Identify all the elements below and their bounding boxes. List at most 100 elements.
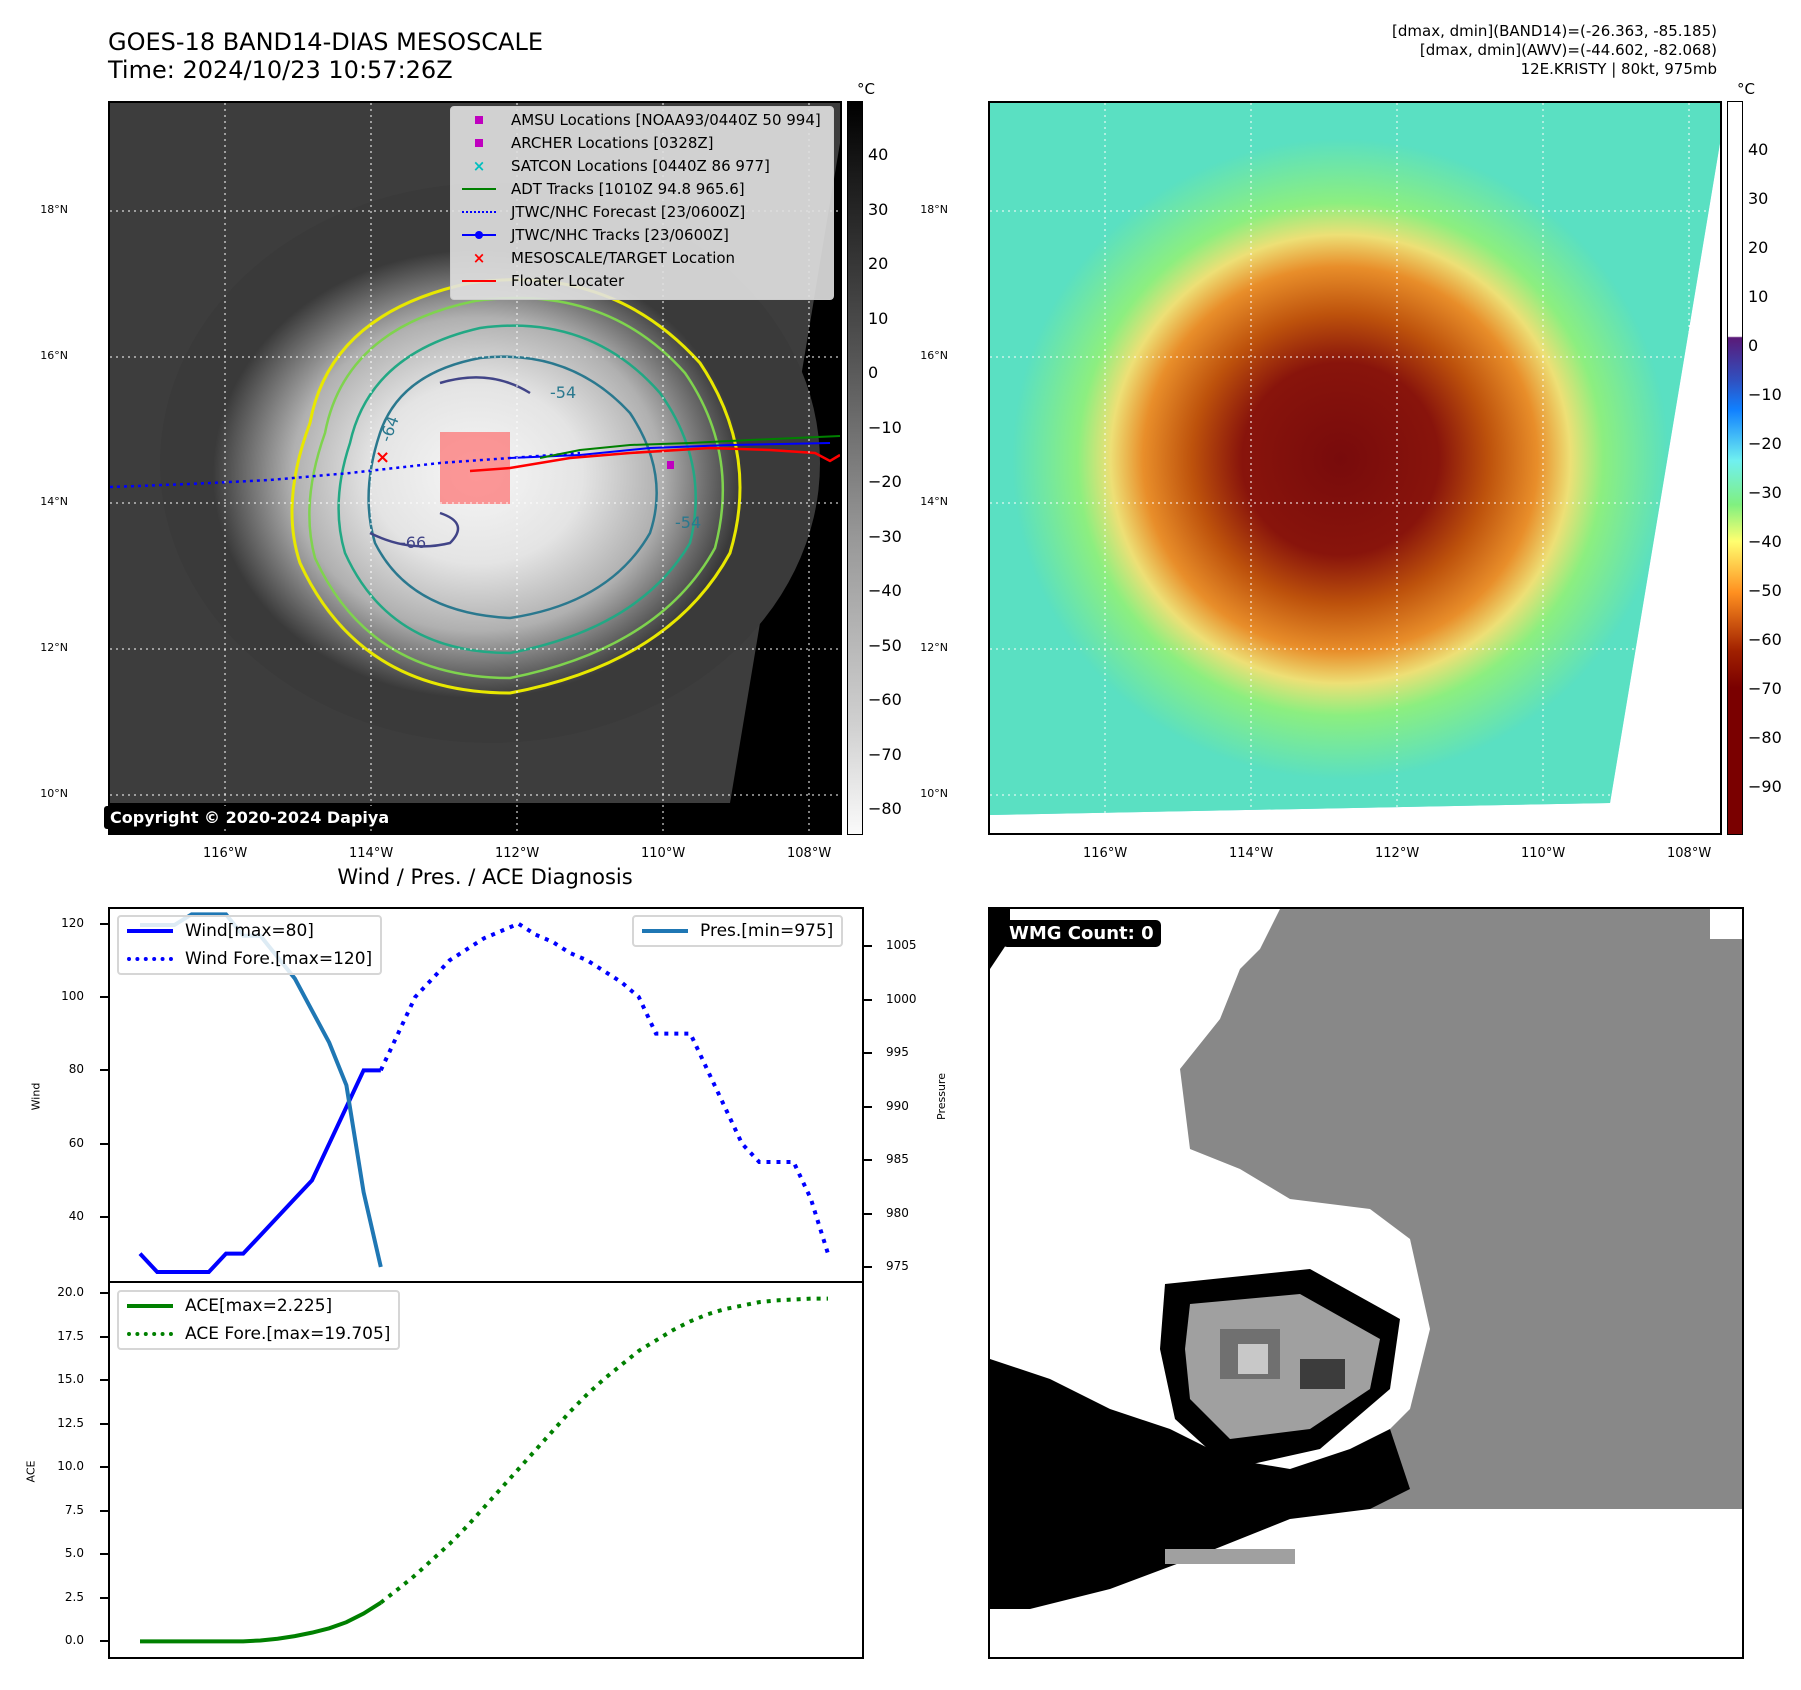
colorbar-tick-label: −30 [868, 526, 902, 546]
lon-label: 112°W [1375, 846, 1420, 861]
target-location-marker: × [375, 447, 390, 468]
legend-item-floater: Floater Locater [459, 270, 624, 292]
contour-blue [367, 355, 658, 620]
contour-teal [337, 324, 697, 655]
ace-ytick-mark [100, 1379, 108, 1382]
solid-line-icon [462, 280, 496, 282]
ace-ytick-label: 20.0 [57, 1285, 84, 1300]
wind-ytick-label: 80 [68, 1062, 84, 1077]
adt-track [539, 435, 840, 459]
title-product: GOES-18 BAND14-DIAS MESOSCALE [108, 28, 544, 56]
wind-forecast-series-line [378, 921, 830, 1255]
colorbar-tick-label: 10 [1748, 287, 1769, 306]
ace-axis-label: ACE [24, 1460, 38, 1483]
legend-pressure: Pres.[min=975] [634, 917, 841, 945]
legend-item-satcon: × SATCON Locations [0440Z 86 977] [472, 157, 770, 175]
colorbar-tick-label: 20 [868, 254, 889, 273]
lat-label: 12°N [40, 641, 68, 654]
x-marker-icon: × [472, 249, 486, 267]
title-time: Time: 2024/10/23 10:57:26Z [108, 56, 453, 84]
ace-plot [140, 1296, 829, 1644]
colorbar-tick-label: −90 [1748, 777, 1782, 796]
info-band14-range: [dmax, dmin](BAND14)=(-26.363, -85.185) [1392, 22, 1717, 40]
lat-label: 10°N [40, 787, 68, 800]
colorbar-tick-label: −20 [1748, 434, 1782, 453]
ace-forecast-series-line [379, 1296, 829, 1605]
solid-line-icon [127, 1304, 173, 1308]
colorbar-tick-label: −10 [1748, 385, 1782, 404]
wmg-band [1165, 1549, 1295, 1564]
colorbar-gray-unit: °C [857, 80, 875, 98]
legend-item-tracks: JTWC/NHC Tracks [23/0600Z] [459, 224, 729, 246]
colorbar-tick-label: 0 [868, 363, 879, 382]
color-ir-map-panel [988, 101, 1722, 835]
legend-ace-forecast: ACE Fore.[max=19.705] [119, 1320, 398, 1348]
lon-label: 108°W [1667, 846, 1712, 861]
lat-label: 18°N [40, 203, 68, 216]
wind-ytick-label: 120 [61, 915, 84, 930]
lon-label: 114°W [349, 846, 394, 861]
pressure-ytick-mark [864, 1159, 872, 1162]
lon-label: 112°W [495, 846, 540, 861]
contour-label-3: -66 [400, 533, 426, 552]
wind-axis-label: Wind [29, 1082, 43, 1111]
colorbar-tick-label: −40 [868, 581, 902, 600]
ace-ytick-label: 2.5 [64, 1589, 84, 1604]
wind-ytick-label: 60 [68, 1135, 84, 1150]
lon-label: 116°W [1083, 846, 1128, 861]
legend-item-adt: ADT Tracks [1010Z 94.8 965.6] [459, 178, 745, 200]
colorbar-tick-label: −20 [868, 472, 902, 491]
lat-label: 14°N [40, 495, 68, 508]
colorbar-tick-label: −60 [1748, 630, 1782, 649]
colorbar-tick-label: −80 [868, 799, 902, 818]
ace-ytick-mark [100, 1335, 108, 1338]
lat-label: 18°N [920, 203, 948, 216]
colorbar-tick-label: −70 [868, 744, 902, 764]
ace-ytick-label: 10.0 [57, 1459, 84, 1474]
color-ir-image [990, 103, 1720, 833]
ace-ytick-label: 17.5 [57, 1328, 84, 1343]
contour-label-4: -54 [675, 513, 701, 532]
contour-label-1: -54 [550, 383, 576, 402]
ace-ytick-mark [100, 1466, 108, 1469]
ace-ytick-label: 12.5 [57, 1415, 84, 1430]
legend-wind: Wind[max=80] [119, 917, 380, 945]
colorbar-tick-label: 40 [868, 145, 889, 164]
wmg-count-badge: WMG Count: 0 [1002, 920, 1161, 947]
x-marker-icon: × [472, 157, 486, 175]
ace-ytick-mark [100, 1596, 108, 1599]
copyright-label: Copyright © 2020-2024 Dapiya [104, 806, 396, 829]
line-dot-icon [462, 231, 496, 239]
jtwc-track [509, 442, 831, 459]
pressure-ytick-label: 975 [886, 1258, 909, 1273]
wmg-panel [988, 907, 1744, 1659]
ace-ytick-mark [100, 1422, 108, 1425]
wind-ytick-label: 100 [61, 989, 84, 1003]
wind-ytick-mark [100, 1216, 108, 1218]
solid-line-icon [642, 929, 688, 933]
colorbar-tick-label: −40 [1748, 532, 1782, 551]
colorbar-tick-label: −10 [868, 417, 902, 437]
info-storm-summary: 12E.KRISTY | 80kt, 975mb [1520, 60, 1717, 78]
ace-ytick-mark [100, 1509, 108, 1512]
lon-label: 114°W [1229, 846, 1274, 861]
colorbar-tick-label: −50 [868, 635, 902, 655]
pressure-ytick-mark [864, 1212, 872, 1215]
colorbar-tick-label: −50 [1748, 581, 1782, 600]
square-marker-icon [475, 116, 483, 124]
wind-ytick-label: 40 [68, 1209, 84, 1223]
lon-label: 110°W [1521, 846, 1566, 861]
amsu-marker [667, 461, 674, 469]
storm-info: [dmax, dmin](BAND14)=(-26.363, -85.185) … [1392, 22, 1717, 79]
contour-lightgreen [308, 296, 725, 680]
ace-ytick-label: 15.0 [57, 1372, 84, 1387]
wind-ytick-mark [100, 996, 108, 998]
pressure-ytick-label: 990 [886, 1098, 909, 1113]
pressure-ytick-label: 985 [886, 1152, 909, 1167]
colorbar-color [1727, 101, 1743, 835]
wind-legend: Wind[max=80] Wind Fore.[max=120] [117, 915, 383, 975]
lat-label: 10°N [920, 787, 948, 800]
wmg-eye-dark [1300, 1359, 1345, 1389]
figure-title: GOES-18 BAND14-DIAS MESOSCALE Time: 2024… [108, 28, 543, 84]
solid-line-icon [462, 188, 496, 190]
